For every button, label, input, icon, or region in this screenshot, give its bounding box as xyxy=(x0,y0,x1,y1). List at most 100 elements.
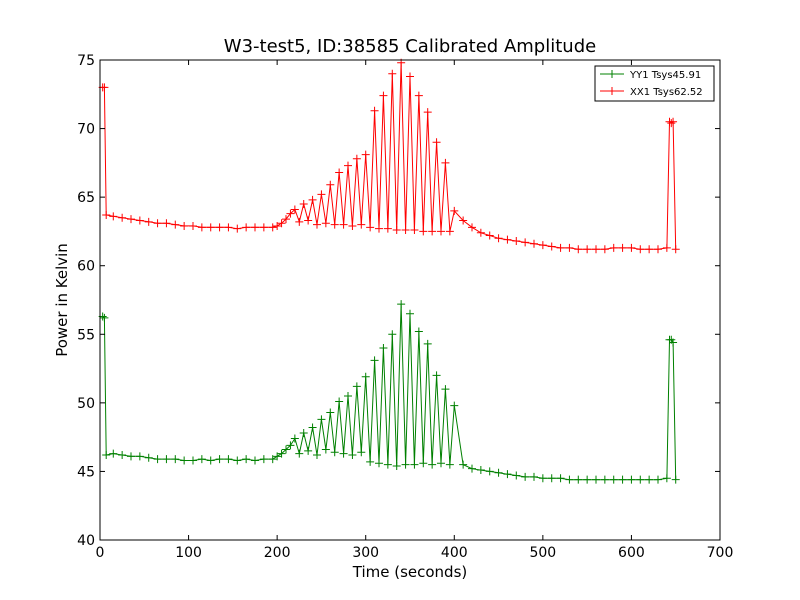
y-tick-label: 55 xyxy=(77,327,95,343)
data-point-1-35 xyxy=(330,220,339,229)
data-point-1-28 xyxy=(299,200,308,208)
series-layer xyxy=(98,58,680,484)
data-point-1-27 xyxy=(295,217,304,226)
data-point-0-61 xyxy=(445,460,454,469)
data-point-1-71 xyxy=(530,239,538,248)
data-point-0-58 xyxy=(432,371,441,380)
data-point-1-34 xyxy=(326,180,335,189)
x-tick-label: 100 xyxy=(175,545,202,561)
data-point-1-1 xyxy=(100,83,109,92)
data-point-1-78 xyxy=(592,245,600,254)
data-point-0-27 xyxy=(295,449,304,458)
data-point-1-81 xyxy=(618,243,627,252)
data-point-0-76 xyxy=(574,475,583,484)
data-point-0-83 xyxy=(636,475,645,484)
data-point-1-85 xyxy=(654,245,662,254)
data-point-1-33 xyxy=(321,219,330,228)
plot-frame xyxy=(99,59,721,541)
legend-marker-yy1 xyxy=(608,70,616,78)
data-point-1-16 xyxy=(224,223,233,232)
data-point-0-47 xyxy=(383,460,392,469)
y-tick-label: 60 xyxy=(77,259,95,275)
data-point-1-23 xyxy=(277,219,286,228)
data-point-0-43 xyxy=(366,457,375,466)
data-point-1-86 xyxy=(662,243,671,252)
data-point-0-56 xyxy=(423,339,432,348)
data-point-1-66 xyxy=(485,231,494,240)
data-point-1-8 xyxy=(153,219,162,228)
data-point-1-22 xyxy=(273,221,282,230)
data-point-0-82 xyxy=(627,475,636,484)
data-point-0-30 xyxy=(308,423,317,432)
data-point-0-60 xyxy=(441,385,450,394)
data-point-1-14 xyxy=(206,223,215,232)
data-point-1-64 xyxy=(468,223,476,232)
data-point-1-25 xyxy=(286,209,295,218)
data-point-0-22 xyxy=(273,452,282,461)
data-point-0-18 xyxy=(242,455,251,464)
data-point-0-54 xyxy=(414,327,423,336)
data-point-1-19 xyxy=(251,223,259,232)
data-point-1-77 xyxy=(583,245,592,254)
legend-box xyxy=(594,65,715,102)
data-point-0-17 xyxy=(233,456,242,465)
data-point-0-90 xyxy=(671,475,680,484)
legend-entry-yy1: YY1 Tsys45.91 xyxy=(600,70,701,81)
data-point-1-39 xyxy=(348,221,357,230)
series-line-1 xyxy=(102,62,677,250)
data-point-0-45 xyxy=(375,459,383,468)
y-tick-label: 50 xyxy=(77,396,95,412)
data-point-1-43 xyxy=(366,223,375,232)
data-point-0-50 xyxy=(397,300,406,309)
x-tick-label: 300 xyxy=(352,545,379,561)
data-point-0-2 xyxy=(102,450,111,459)
data-point-0-52 xyxy=(406,309,414,318)
data-point-0-74 xyxy=(556,474,565,483)
data-point-1-70 xyxy=(521,238,530,247)
data-point-0-13 xyxy=(197,455,206,464)
data-point-0-25 xyxy=(286,441,295,450)
data-point-0-23 xyxy=(277,449,286,458)
data-point-0-46 xyxy=(379,344,388,352)
data-point-0-6 xyxy=(135,452,144,461)
data-point-0-44 xyxy=(370,356,379,365)
data-point-0-85 xyxy=(654,475,662,484)
data-point-1-49 xyxy=(392,226,401,235)
data-point-1-17 xyxy=(233,224,242,233)
y-tick-label: 40 xyxy=(77,533,95,549)
data-point-1-47 xyxy=(383,224,392,233)
data-point-1-61 xyxy=(445,227,454,236)
data-point-0-42 xyxy=(361,372,370,381)
data-point-1-36 xyxy=(335,168,344,177)
y-tick-label: 70 xyxy=(77,122,95,138)
series-line-0 xyxy=(102,304,677,481)
data-point-1-4 xyxy=(118,213,127,222)
data-point-1-79 xyxy=(600,245,609,254)
legend-label-yy1: YY1 Tsys45.91 xyxy=(629,70,701,81)
data-point-0-48 xyxy=(388,330,397,339)
y-axis-label: Power in Kelvin xyxy=(53,243,71,357)
data-point-0-57 xyxy=(428,460,437,469)
data-point-1-11 xyxy=(180,221,189,230)
data-point-1-5 xyxy=(127,215,135,224)
data-point-1-3 xyxy=(109,212,118,221)
data-point-0-33 xyxy=(321,445,330,454)
data-point-1-24 xyxy=(282,215,290,224)
data-point-0-62 xyxy=(450,401,459,410)
data-point-1-51 xyxy=(401,226,410,235)
data-point-0-49 xyxy=(392,461,401,470)
ticks-layer: 0 100 200 300 400 500 600 700 40 45 50 55 60 65 70 75 xyxy=(77,53,733,561)
data-point-0-26 xyxy=(290,434,299,443)
data-point-0-67 xyxy=(494,468,503,477)
data-point-1-67 xyxy=(494,234,503,243)
data-point-1-56 xyxy=(423,108,432,117)
data-point-1-69 xyxy=(512,237,521,246)
data-point-0-86 xyxy=(662,474,671,483)
y-tick-label: 75 xyxy=(77,53,95,69)
data-point-1-89 xyxy=(669,117,678,126)
data-point-0-63 xyxy=(459,460,468,469)
data-point-1-48 xyxy=(388,69,397,78)
data-point-0-37 xyxy=(339,449,348,458)
legend: YY1 Tsys45.91 XX1 Tsys62.52 xyxy=(594,65,715,102)
